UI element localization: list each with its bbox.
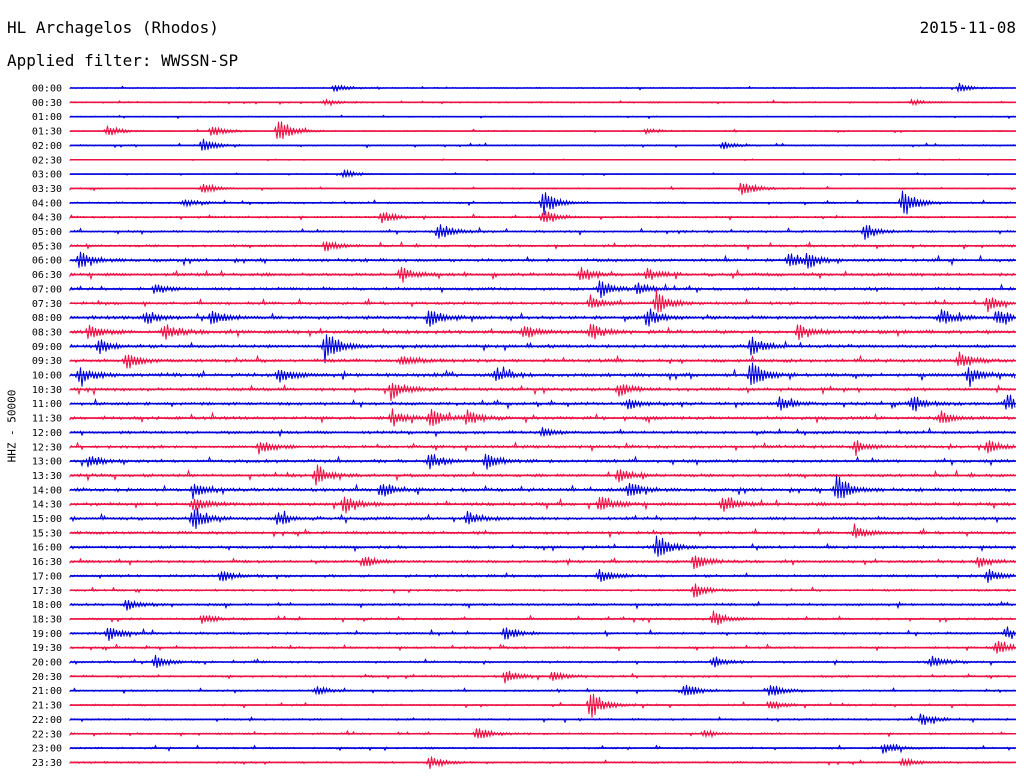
row-label: 06:30 xyxy=(32,270,62,281)
row-label: 22:00 xyxy=(32,715,62,726)
trace-line xyxy=(69,121,1016,139)
row-label: 03:00 xyxy=(32,170,62,181)
row-label: 18:00 xyxy=(32,600,62,611)
filter-label: Applied filter: WWSSN-SP xyxy=(7,51,239,70)
row-label: 23:30 xyxy=(32,758,62,769)
row-label: 01:30 xyxy=(32,127,62,138)
row-label: 03:30 xyxy=(32,184,62,195)
row-label: 21:00 xyxy=(32,686,62,697)
trace-line xyxy=(69,610,1016,625)
row-label: 12:00 xyxy=(32,428,62,439)
row-label: 20:30 xyxy=(32,672,62,683)
trace-line xyxy=(69,334,1016,364)
row-label: 02:00 xyxy=(32,141,62,152)
row-label: 19:00 xyxy=(32,629,62,640)
row-label: 05:00 xyxy=(32,227,62,238)
trace-line xyxy=(69,475,1016,500)
trace-line xyxy=(69,289,1016,313)
row-label: 07:30 xyxy=(32,299,62,310)
row-label: 13:30 xyxy=(32,471,62,482)
row-label: 14:30 xyxy=(32,500,62,511)
row-label: 09:00 xyxy=(32,342,62,353)
row-label: 05:30 xyxy=(32,241,62,252)
trace-line xyxy=(69,382,1016,401)
row-label: 15:00 xyxy=(32,514,62,525)
row-label: 07:00 xyxy=(32,284,62,295)
row-label: 09:30 xyxy=(32,356,62,367)
row-label: 16:30 xyxy=(32,557,62,568)
row-label: 13:00 xyxy=(32,457,62,468)
row-label: 16:00 xyxy=(32,543,62,554)
row-label: 08:00 xyxy=(32,313,62,324)
trace-line xyxy=(69,535,1016,557)
row-label: 04:00 xyxy=(32,198,62,209)
row-label: 00:00 xyxy=(32,84,62,95)
row-label: 01:00 xyxy=(32,112,62,123)
row-label: 15:30 xyxy=(32,528,62,539)
trace-lines xyxy=(69,82,1016,769)
row-label: 21:30 xyxy=(32,701,62,712)
row-label: 10:30 xyxy=(32,385,62,396)
row-label: 17:30 xyxy=(32,586,62,597)
row-label: 20:00 xyxy=(32,658,62,669)
row-label: 11:00 xyxy=(32,399,62,410)
station-title: HL Archagelos (Rhodos) xyxy=(7,18,219,37)
row-label: 02:30 xyxy=(32,155,62,166)
row-label: 22:30 xyxy=(32,729,62,740)
row-label: 17:00 xyxy=(32,571,62,582)
row-label: 06:00 xyxy=(32,256,62,267)
trace-line xyxy=(69,496,1016,514)
trace-line xyxy=(69,440,1016,456)
row-label: 10:00 xyxy=(32,371,62,382)
row-label: 11:30 xyxy=(32,414,62,425)
row-label: 19:30 xyxy=(32,643,62,654)
row-tick-labels: 00:00 00:30 01:00 01:30 02:00 02:30 03:00 03:30… xyxy=(32,84,62,769)
row-label: 12:30 xyxy=(32,442,62,453)
date-label: 2015-11-08 xyxy=(919,18,1016,37)
trace-line xyxy=(69,523,1016,539)
row-label: 08:30 xyxy=(32,327,62,338)
row-label: 00:30 xyxy=(32,98,62,109)
trace-line xyxy=(69,743,1016,754)
row-label: 04:30 xyxy=(32,213,62,224)
row-label: 14:00 xyxy=(32,485,62,496)
row-label: 18:30 xyxy=(32,614,62,625)
row-label: 23:00 xyxy=(32,744,62,755)
